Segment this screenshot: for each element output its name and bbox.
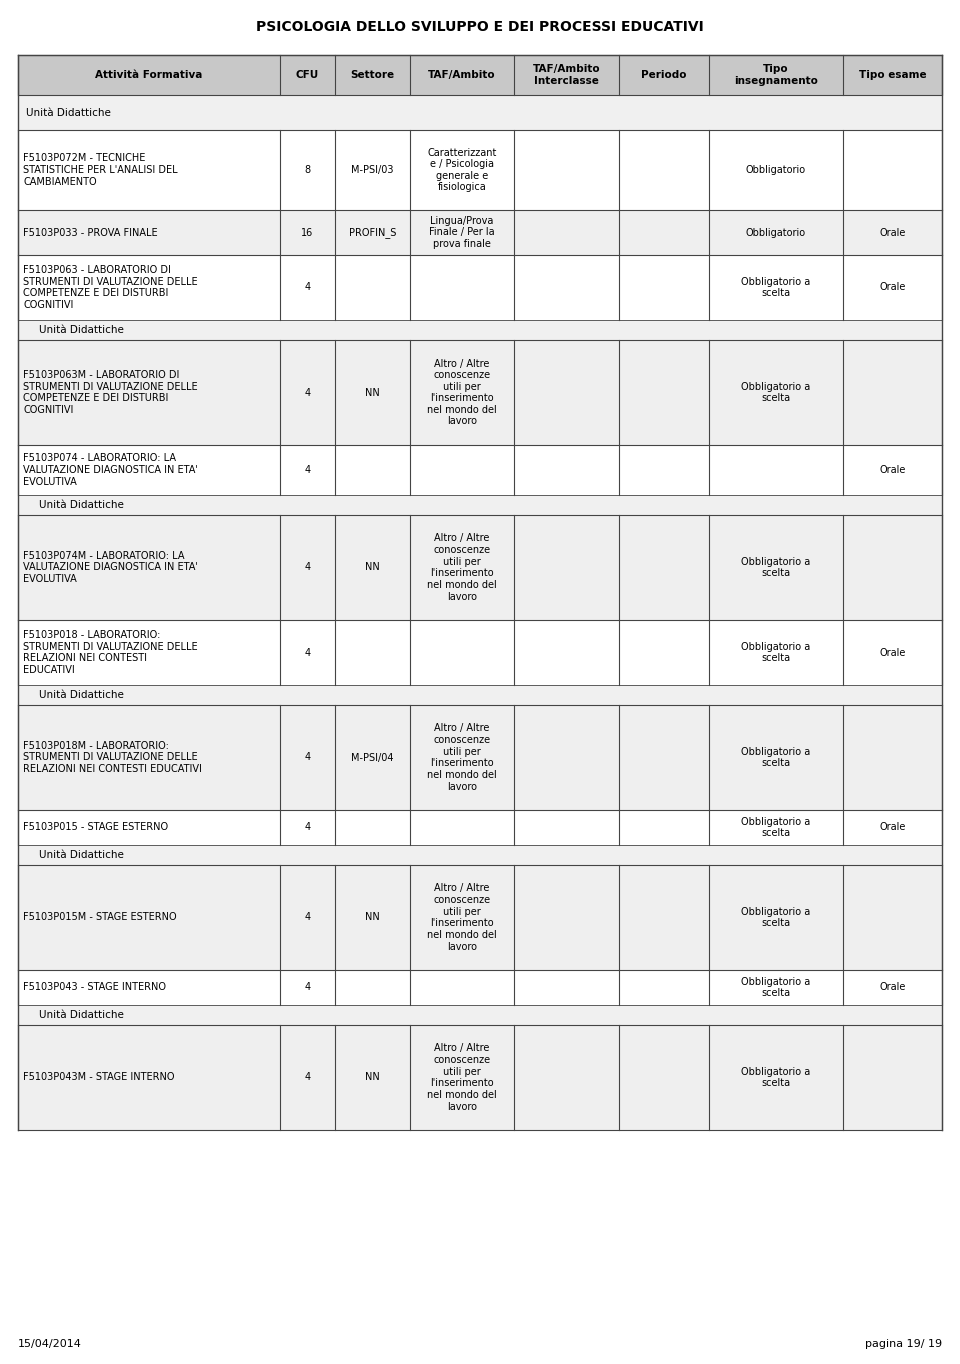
Text: Attività Formativa: Attività Formativa (95, 70, 203, 80)
Text: F5103P063M - LABORATORIO DI
STRUMENTI DI VALUTAZIONE DELLE
COMPETENZE E DEI DIST: F5103P063M - LABORATORIO DI STRUMENTI DI… (23, 370, 198, 415)
Text: Obbligatorio a
scelta: Obbligatorio a scelta (741, 1067, 810, 1088)
Text: 4: 4 (304, 562, 310, 573)
Text: Altro / Altre
conoscenze
utili per
l'inserimento
nel mondo del
lavoro: Altro / Altre conoscenze utili per l'ins… (427, 884, 496, 952)
Text: F5103P018 - LABORATORIO:
STRUMENTI DI VALUTAZIONE DELLE
RELAZIONI NEI CONTESTI
E: F5103P018 - LABORATORIO: STRUMENTI DI VA… (23, 630, 198, 675)
Text: 16: 16 (301, 228, 313, 237)
Text: Obbligatorio a
scelta: Obbligatorio a scelta (741, 557, 810, 578)
Text: Unità Didattiche: Unità Didattiche (26, 108, 110, 117)
Bar (18, 705, 942, 810)
Text: Obbligatorio a
scelta: Obbligatorio a scelta (741, 746, 810, 768)
Text: F5103P043M - STAGE INTERNO: F5103P043M - STAGE INTERNO (23, 1072, 175, 1083)
Text: Periodo: Periodo (641, 70, 686, 80)
Bar (18, 495, 942, 516)
Text: F5103P072M - TECNICHE
STATISTICHE PER L'ANALISI DEL
CAMBIAMENTO: F5103P072M - TECNICHE STATISTICHE PER L'… (23, 153, 178, 187)
Text: Tipo esame: Tipo esame (858, 70, 926, 80)
Text: NN: NN (365, 562, 379, 573)
Bar (18, 95, 942, 130)
Text: F5103P018M - LABORATORIO:
STRUMENTI DI VALUTAZIONE DELLE
RELAZIONI NEI CONTESTI : F5103P018M - LABORATORIO: STRUMENTI DI V… (23, 741, 202, 775)
Text: 4: 4 (304, 913, 310, 922)
Text: Obbligatorio a
scelta: Obbligatorio a scelta (741, 977, 810, 998)
Text: Obbligatorio: Obbligatorio (746, 228, 806, 237)
Bar (18, 685, 942, 705)
Text: Obbligatorio a
scelta: Obbligatorio a scelta (741, 817, 810, 839)
Text: Altro / Altre
conoscenze
utili per
l'inserimento
nel mondo del
lavoro: Altro / Altre conoscenze utili per l'ins… (427, 533, 496, 602)
Bar (18, 621, 942, 685)
Text: F5103P074M - LABORATORIO: LA
VALUTAZIONE DIAGNOSTICA IN ETA'
EVOLUTIVA: F5103P074M - LABORATORIO: LA VALUTAZIONE… (23, 551, 198, 584)
Text: NN: NN (365, 913, 379, 922)
Text: NN: NN (365, 1072, 379, 1083)
Text: 15/04/2014: 15/04/2014 (18, 1339, 82, 1349)
Text: F5103P074 - LABORATORIO: LA
VALUTAZIONE DIAGNOSTICA IN ETA'
EVOLUTIVA: F5103P074 - LABORATORIO: LA VALUTAZIONE … (23, 453, 198, 487)
Text: 4: 4 (304, 387, 310, 397)
Bar (18, 445, 942, 495)
Text: PROFIN_S: PROFIN_S (348, 226, 396, 237)
Text: PSICOLOGIA DELLO SVILUPPO E DEI PROCESSI EDUCATIVI: PSICOLOGIA DELLO SVILUPPO E DEI PROCESSI… (256, 20, 704, 34)
Bar (18, 130, 942, 210)
Text: Settore: Settore (350, 70, 395, 80)
Text: Obbligatorio: Obbligatorio (746, 165, 806, 175)
Text: F5103P063 - LABORATORIO DI
STRUMENTI DI VALUTAZIONE DELLE
COMPETENZE E DEI DISTU: F5103P063 - LABORATORIO DI STRUMENTI DI … (23, 265, 198, 310)
Bar (18, 55, 942, 95)
Text: TAF/Ambito
Interclasse: TAF/Ambito Interclasse (533, 64, 600, 86)
Text: Obbligatorio a
scelta: Obbligatorio a scelta (741, 641, 810, 663)
Bar (18, 810, 942, 846)
Text: Altro / Altre
conoscenze
utili per
l'inserimento
nel mondo del
lavoro: Altro / Altre conoscenze utili per l'ins… (427, 359, 496, 427)
Text: 8: 8 (304, 165, 310, 175)
Text: Orale: Orale (879, 282, 905, 292)
Text: 4: 4 (304, 648, 310, 657)
Bar (18, 340, 942, 445)
Text: Unità Didattiche: Unità Didattiche (26, 325, 124, 336)
Text: Lingua/Prova
Finale / Per la
prova finale: Lingua/Prova Finale / Per la prova final… (429, 216, 494, 250)
Text: Obbligatorio a
scelta: Obbligatorio a scelta (741, 907, 810, 929)
Text: pagina 19/ 19: pagina 19/ 19 (865, 1339, 942, 1349)
Text: Unità Didattiche: Unità Didattiche (26, 1009, 124, 1020)
Text: Altro / Altre
conoscenze
utili per
l'inserimento
nel mondo del
lavoro: Altro / Altre conoscenze utili per l'ins… (427, 1043, 496, 1112)
Text: Orale: Orale (879, 982, 905, 993)
Text: F5103P033 - PROVA FINALE: F5103P033 - PROVA FINALE (23, 228, 157, 237)
Text: NN: NN (365, 387, 379, 397)
Text: CFU: CFU (296, 70, 319, 80)
Text: Orale: Orale (879, 822, 905, 832)
Bar (18, 1005, 942, 1024)
Text: Altro / Altre
conoscenze
utili per
l'inserimento
nel mondo del
lavoro: Altro / Altre conoscenze utili per l'ins… (427, 723, 496, 791)
Text: Obbligatorio a
scelta: Obbligatorio a scelta (741, 382, 810, 404)
Text: Obbligatorio a
scelta: Obbligatorio a scelta (741, 277, 810, 299)
Text: 4: 4 (304, 822, 310, 832)
Text: Tipo
insegnamento: Tipo insegnamento (734, 64, 818, 86)
Text: Unità Didattiche: Unità Didattiche (26, 850, 124, 859)
Bar (18, 865, 942, 970)
Text: Orale: Orale (879, 465, 905, 475)
Bar (18, 970, 942, 1005)
Text: 4: 4 (304, 1072, 310, 1083)
Bar (18, 210, 942, 255)
Text: TAF/Ambito: TAF/Ambito (428, 70, 495, 80)
Bar (18, 516, 942, 621)
Text: Unità Didattiche: Unità Didattiche (26, 501, 124, 510)
Text: Caratterizzant
e / Psicologia
generale e
fisiologica: Caratterizzant e / Psicologia generale e… (427, 147, 496, 192)
Text: F5103P043 - STAGE INTERNO: F5103P043 - STAGE INTERNO (23, 982, 166, 993)
Text: 4: 4 (304, 753, 310, 762)
Bar (18, 321, 942, 340)
Text: 4: 4 (304, 982, 310, 993)
Text: F5103P015M - STAGE ESTERNO: F5103P015M - STAGE ESTERNO (23, 913, 177, 922)
Text: Orale: Orale (879, 228, 905, 237)
Bar (18, 1024, 942, 1129)
Text: 4: 4 (304, 465, 310, 475)
Text: Unità Didattiche: Unità Didattiche (26, 690, 124, 700)
Text: M-PSI/04: M-PSI/04 (351, 753, 394, 762)
Text: Orale: Orale (879, 648, 905, 657)
Bar (18, 846, 942, 865)
Text: F5103P015 - STAGE ESTERNO: F5103P015 - STAGE ESTERNO (23, 822, 168, 832)
Text: M-PSI/03: M-PSI/03 (351, 165, 394, 175)
Bar (18, 255, 942, 321)
Text: 4: 4 (304, 282, 310, 292)
